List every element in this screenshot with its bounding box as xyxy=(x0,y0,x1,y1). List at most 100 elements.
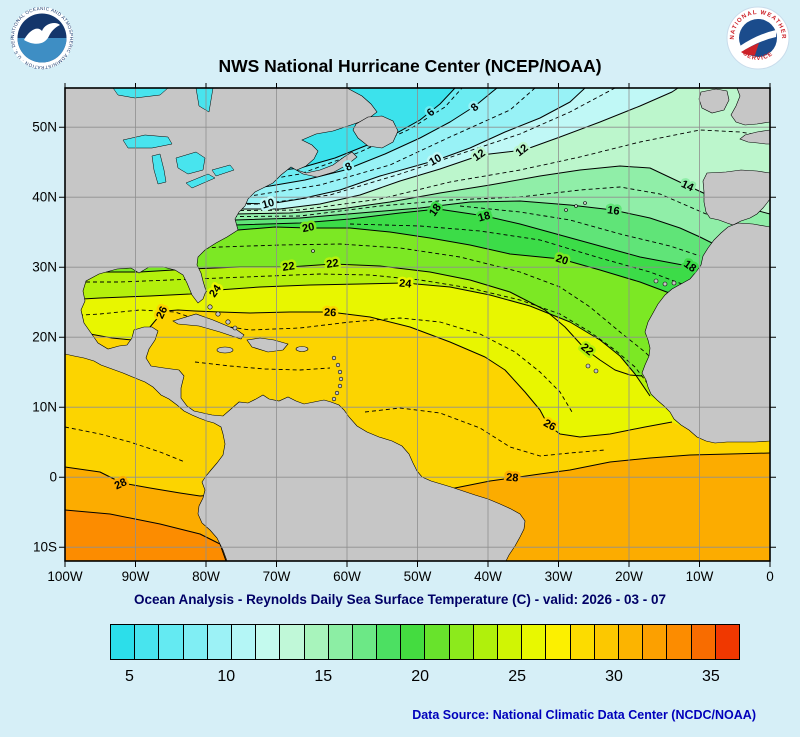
james-bay xyxy=(195,88,214,113)
colorbar-segments xyxy=(111,625,739,659)
nws-emblem: NATIONAL WEATHER SERVICE xyxy=(726,6,790,70)
noaa-logo: NATIONAL OCEANIC AND ATMOSPHERIC ADMINIS… xyxy=(8,2,74,70)
land-bahamas xyxy=(207,304,213,310)
sst-map: 6 8 8 10 10 12 12 14 16 18 18 18 20 20 2… xyxy=(32,83,776,585)
colorbar-segment xyxy=(280,625,305,659)
contour-label: 22 xyxy=(282,260,296,274)
colorbar xyxy=(110,624,740,660)
x-axis-label: 60W xyxy=(333,569,361,584)
colorbar-segment xyxy=(618,625,644,659)
colorbar-segment xyxy=(449,625,474,659)
analysis-caption: Ocean Analysis - Reynolds Daily Sea Surf… xyxy=(134,592,666,607)
x-axis-label: 30W xyxy=(545,569,573,584)
colorbar-tick-label: 15 xyxy=(314,668,333,685)
land-africa xyxy=(641,222,770,444)
noaa-gull-icon xyxy=(24,23,60,44)
land-france xyxy=(739,129,770,145)
land-jamaica xyxy=(216,346,234,354)
lake-michigan xyxy=(151,153,167,185)
land-americas xyxy=(65,88,526,561)
colorbar-segment xyxy=(377,625,402,659)
land-britain xyxy=(730,88,770,126)
land-cape-verde xyxy=(593,368,599,374)
colorbar-tick-labels: 5 10 15 20 25 30 35 xyxy=(110,668,740,690)
colorbar-segment xyxy=(473,625,498,659)
data-source-text: Data Source: National Climatic Data Cent… xyxy=(412,708,756,722)
colorbar-segment xyxy=(546,625,571,659)
colorbar-tick-label: 20 xyxy=(411,668,430,685)
land-cape-verde xyxy=(585,363,591,369)
colorbar-segment xyxy=(183,625,208,659)
colorbar-segment xyxy=(691,625,716,659)
colorbar-segment xyxy=(135,625,160,659)
colorbar-segment xyxy=(425,625,450,659)
land-antilles xyxy=(338,376,344,382)
lake-erie xyxy=(185,173,216,189)
axis-ticks xyxy=(59,83,776,567)
colorbar-segment xyxy=(304,625,329,659)
noaa-emblem: NATIONAL OCEANIC AND ATMOSPHERIC ADMINIS… xyxy=(8,2,74,70)
land-bahamas xyxy=(225,319,231,325)
y-axis-label: 10N xyxy=(32,400,57,415)
x-axis-label: 40W xyxy=(474,569,502,584)
colorbar-segment xyxy=(159,625,184,659)
x-axis-label: 80W xyxy=(192,569,220,584)
colorbar-tick-label: 30 xyxy=(605,668,623,685)
y-axis-label: 0 xyxy=(49,470,57,485)
land-puerto-rico xyxy=(295,346,309,352)
contour-label: 22 xyxy=(326,257,340,271)
noaa-logo-sea xyxy=(17,38,67,63)
x-axis-label: 20W xyxy=(615,569,643,584)
land-azores xyxy=(583,201,587,205)
y-axis-label: 30N xyxy=(32,260,57,275)
land-azores xyxy=(574,204,578,208)
land-hispaniola xyxy=(246,337,289,353)
colorbar-segment xyxy=(111,625,136,659)
nws-swoosh-icon xyxy=(740,30,776,53)
land-canary-islands xyxy=(662,281,668,287)
colorbar-tick-label: 10 xyxy=(217,668,236,685)
axis-labels: 50N 40N 30N 20N 10N 0 10S 100W 90W 80W 7… xyxy=(32,120,774,585)
contour-label: 26 xyxy=(324,307,337,320)
land-masses xyxy=(65,88,770,561)
nws-flag-icon xyxy=(741,43,759,56)
land-antilles xyxy=(331,396,337,402)
x-axis-label: 70W xyxy=(263,569,291,584)
land-bahamas xyxy=(215,311,221,317)
y-axis-label: 40N xyxy=(32,190,57,205)
y-axis-label: 50N xyxy=(32,120,57,135)
colorbar-tick-label: 25 xyxy=(508,668,526,685)
colorbar-segment xyxy=(352,625,378,659)
land-antilles xyxy=(337,369,343,375)
land-antilles xyxy=(335,362,341,368)
land-azores xyxy=(564,208,568,212)
x-axis-label: 50W xyxy=(404,569,432,584)
contour-label: 24 xyxy=(399,278,413,291)
y-axis-label: 10S xyxy=(33,540,57,555)
land-bermuda xyxy=(311,249,315,253)
page-title: NWS National Hurricane Center (NCEP/NOAA… xyxy=(218,56,602,76)
land-antilles xyxy=(334,390,340,396)
contour-label: 16 xyxy=(607,204,621,218)
contour-label: 28 xyxy=(506,472,519,485)
land-canary-islands xyxy=(671,280,677,286)
colorbar-segment xyxy=(256,625,281,659)
land-antilles xyxy=(331,355,337,361)
colorbar-segment xyxy=(328,625,353,659)
colorbar-segment xyxy=(570,625,595,659)
land-newfoundland xyxy=(352,115,399,149)
x-axis-label: 90W xyxy=(122,569,150,584)
x-axis-label: 100W xyxy=(47,569,83,584)
colorbar-segment xyxy=(522,625,547,659)
land-bahamas xyxy=(232,325,238,331)
nws-logo: NATIONAL WEATHER SERVICE xyxy=(726,6,790,70)
colorbar-segment xyxy=(498,625,523,659)
y-axis-label: 20N xyxy=(32,330,57,345)
hudson-bay xyxy=(112,88,169,99)
land-ireland xyxy=(698,88,730,114)
lake-ontario xyxy=(211,164,235,177)
colorbar-segment xyxy=(401,625,426,659)
colorbar-tick-label: 35 xyxy=(701,668,720,685)
land-canary-islands xyxy=(653,278,659,284)
